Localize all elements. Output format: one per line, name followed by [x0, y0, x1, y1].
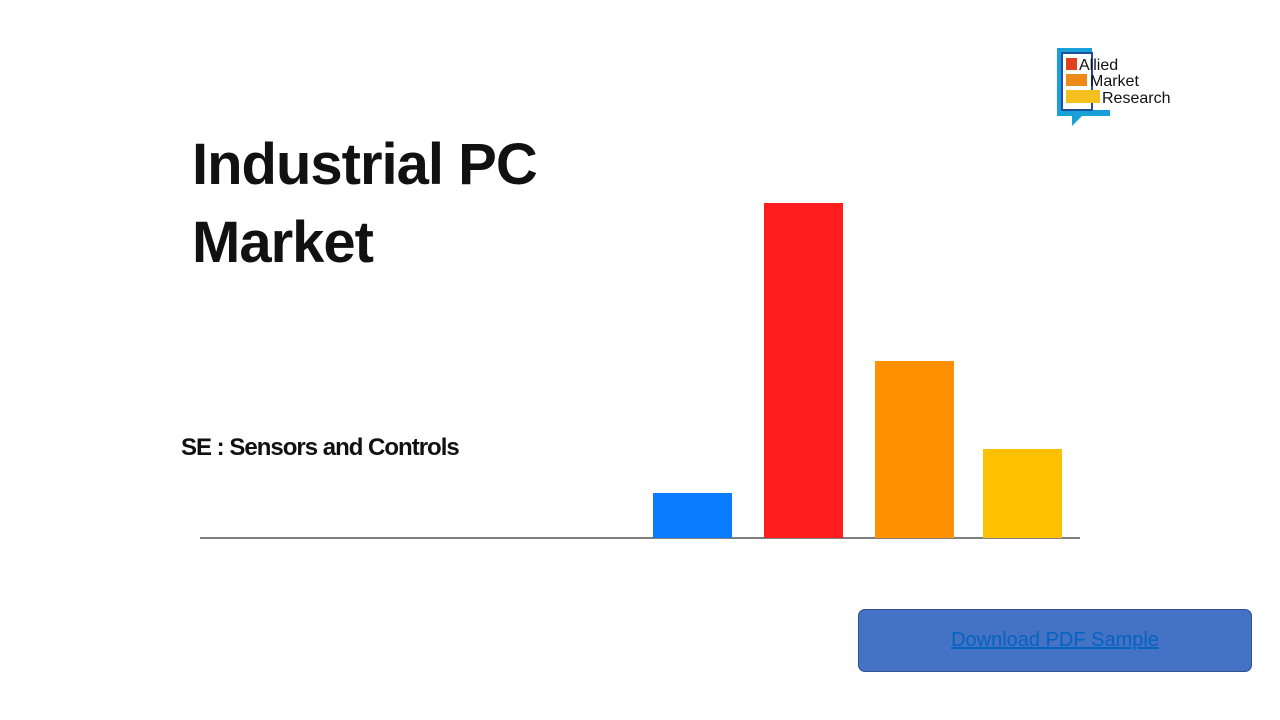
logo-block — [1066, 90, 1100, 103]
deco-bar — [983, 449, 1062, 538]
logo-block — [1066, 58, 1077, 70]
title: Industrial PC Market — [192, 132, 538, 275]
logo-text: Allied — [1079, 57, 1118, 74]
logo-frame-inner — [1061, 52, 1093, 111]
subtitle: SE : Sensors and Controls — [181, 434, 460, 461]
download-link[interactable]: Download PDF Sample — [951, 629, 1159, 651]
deco-bar — [764, 203, 843, 538]
logo-block — [1066, 74, 1087, 86]
deco-bar — [653, 493, 732, 538]
logo-text: Market — [1090, 73, 1139, 90]
deco-bar — [875, 361, 954, 538]
logo-text: Research — [1102, 90, 1170, 107]
download-button[interactable]: Download PDF Sample — [858, 609, 1252, 672]
logo: Allied Market Research — [1057, 48, 1170, 126]
